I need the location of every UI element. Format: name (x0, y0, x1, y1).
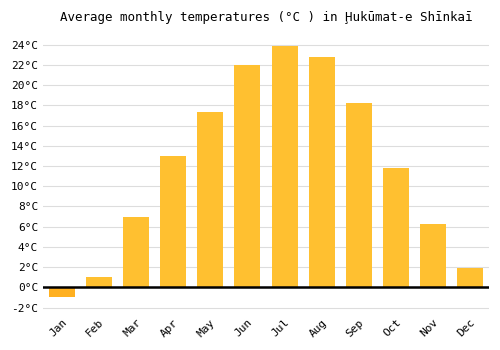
Bar (308, 57, 334, 287)
Bar (383, 168, 409, 287)
Bar (123, 217, 149, 287)
Bar (197, 112, 223, 287)
Bar (234, 65, 260, 287)
Bar (160, 156, 186, 287)
Bar (420, 224, 446, 287)
Bar (86, 277, 112, 287)
Bar (272, 46, 297, 287)
Title: Average monthly temperatures (°C ) in Ḩukūmat-e Shīnkaī: Average monthly temperatures (°C ) in Ḩu… (60, 11, 472, 24)
Bar (48, 287, 74, 298)
Bar (346, 103, 372, 287)
Bar (458, 268, 483, 287)
